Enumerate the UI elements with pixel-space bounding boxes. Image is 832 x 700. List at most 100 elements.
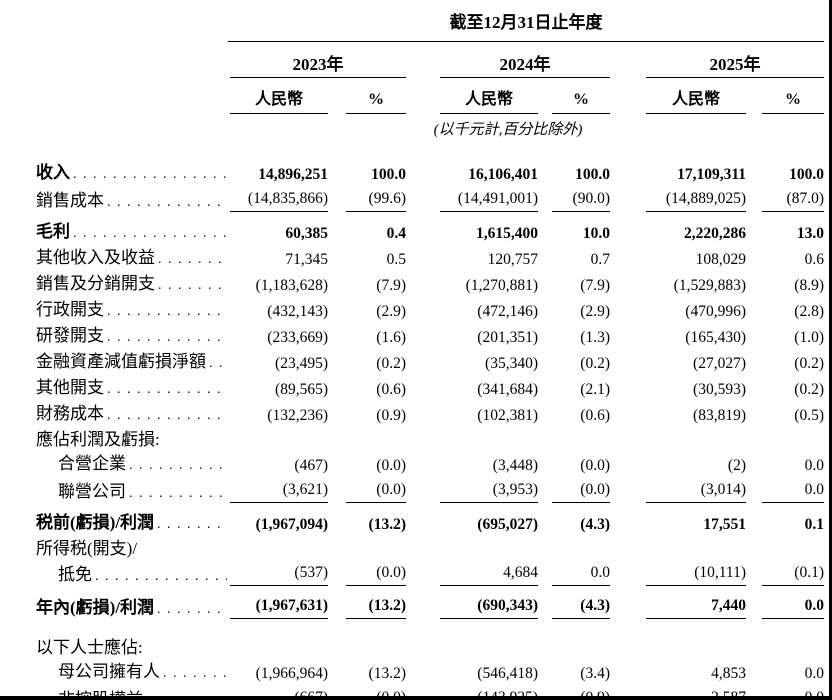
table-row: 以下人士應佔: bbox=[36, 626, 824, 659]
row-label-cell: 財務成本 bbox=[36, 401, 228, 427]
percent-2024-header: % bbox=[552, 89, 610, 114]
value-cell-2024-pct: (2.1) bbox=[580, 381, 610, 398]
value-cell-2025-pct: (8.9) bbox=[794, 277, 824, 294]
table-row: 税前(虧損)/利潤 (1,967,094) (13.2) (695,027) (… bbox=[36, 510, 824, 536]
dot-leader bbox=[157, 598, 227, 619]
dot-leader bbox=[146, 690, 227, 696]
value-cell-2025-rmb: (1,529,883) bbox=[673, 277, 746, 294]
value-cell-2024-rmb bbox=[406, 427, 538, 451]
header-spacer bbox=[36, 6, 228, 42]
value-cell-2025-rmb: 2,220,286 bbox=[684, 225, 746, 242]
value-cell-2025-pct: 100.0 bbox=[789, 166, 824, 183]
value-cell-2024-pct: (2.9) bbox=[580, 303, 610, 320]
table-row: 金融資產減值虧損淨額 (23,495) (0.2) (35,340) (0.2)… bbox=[36, 349, 824, 375]
header-spacer bbox=[610, 116, 824, 141]
value-cell-2023-pct: (0.0) bbox=[328, 477, 406, 510]
dot-leader bbox=[107, 326, 227, 347]
value-cell-2025-pct: (0.1) bbox=[746, 560, 824, 593]
value-cell-2023-rmb bbox=[228, 427, 328, 451]
row-label-cell: 銷售及分銷開支 bbox=[36, 271, 228, 297]
header-spacer bbox=[36, 80, 228, 116]
value-cell-2024-rmb: 1,615,400 bbox=[476, 225, 538, 242]
value-cell-2024-pct: (3.4) bbox=[580, 665, 610, 682]
table-row: 年內(虧損)/利潤 (1,967,631) (13.2) (690,343) (… bbox=[36, 593, 824, 626]
value-cell-2025-rmb: (2) bbox=[727, 457, 746, 474]
percent-2025-cell: % bbox=[746, 80, 824, 116]
row-label-cell: 毛利 bbox=[36, 219, 228, 245]
value-cell-2023-rmb: (14,835,866) bbox=[228, 186, 328, 219]
table-row: 母公司擁有人 (1,966,964) (13.2) (546,418) (3.4… bbox=[36, 659, 824, 685]
header-spacer bbox=[36, 42, 228, 81]
row-label: 聯營公司 bbox=[58, 482, 126, 501]
value-cell-2025-pct: 0.0 bbox=[804, 665, 824, 682]
value-cell-2024-rmb: (14,491,001) bbox=[406, 186, 538, 219]
value-cell-2024-rmb: (102,381) bbox=[477, 407, 538, 424]
dot-leader bbox=[157, 513, 227, 534]
value-cell-2023-rmb: (3,621) bbox=[228, 477, 328, 510]
value-cell-2025-rmb: (470,996) bbox=[685, 303, 746, 320]
dot-leader bbox=[209, 352, 227, 373]
year-header-row: 2023年 2024年 2025年 bbox=[36, 42, 824, 81]
value-cell-2023-rmb: 60,385 bbox=[285, 225, 328, 242]
value-cell-2024-pct bbox=[538, 626, 610, 659]
dot-leader bbox=[158, 248, 227, 269]
row-label: 其他開支 bbox=[36, 378, 104, 397]
value-cell-2024-pct: (4.3) bbox=[580, 516, 610, 533]
table-row: 銷售成本 (14,835,866) (99.6) (14,491,001) (9… bbox=[36, 186, 824, 219]
value-cell-2023-rmb: (1,183,628) bbox=[255, 277, 328, 294]
row-label-cell: 合營企業 bbox=[36, 451, 228, 477]
row-label-cell: 聯營公司 bbox=[36, 477, 228, 510]
value-cell-2024-rmb bbox=[406, 626, 538, 659]
value-cell-2024-rmb: (3,953) bbox=[406, 477, 538, 510]
value-cell-2024-pct bbox=[538, 427, 610, 451]
value-cell-2023-pct: (99.6) bbox=[328, 186, 406, 219]
value-cell-2023-pct: 100.0 bbox=[371, 166, 406, 183]
value-cell-2024-pct: (0.0) bbox=[580, 457, 610, 474]
row-label: 母公司擁有人 bbox=[58, 662, 160, 681]
value-cell-2024-rmb: (546,418) bbox=[477, 665, 538, 682]
dot-leader bbox=[158, 274, 227, 295]
row-label: 以下人士應佔: bbox=[36, 638, 143, 657]
table-body: 收入 14,896,251 100.0 16,106,401 100.0 17,… bbox=[36, 141, 824, 696]
value-cell-2023-pct bbox=[328, 427, 406, 451]
value-cell-2023-pct bbox=[328, 626, 406, 659]
row-label-cell: 收入 bbox=[36, 141, 228, 186]
value-cell-2025-pct bbox=[746, 626, 824, 659]
value-cell-2023-rmb: 71,345 bbox=[285, 251, 328, 268]
income-statement-table: 截至12月31日止年度 2023年 2024年 2025年 人民幣 bbox=[36, 6, 824, 696]
row-label: 其他收入及收益 bbox=[36, 248, 155, 267]
value-cell-2024-rmb: (3,448) bbox=[492, 457, 538, 474]
value-cell-2023-rmb: (1,967,631) bbox=[228, 593, 328, 626]
value-cell-2025-rmb: 4,853 bbox=[711, 665, 746, 682]
dot-leader bbox=[107, 378, 227, 399]
value-cell-2024-rmb: (1,270,881) bbox=[465, 277, 538, 294]
table-row: 行政開支 (432,143) (2.9) (472,146) (2.9) (47… bbox=[36, 297, 824, 323]
value-cell-2024-rmb: 4,684 bbox=[406, 560, 538, 593]
row-label: 應佔利潤及虧損: bbox=[36, 430, 160, 449]
table-row: 非控股權益 (667) (0.0) (143,925) (0.9) 2,587 … bbox=[36, 685, 824, 696]
row-label-cell: 抵免 bbox=[36, 560, 228, 593]
row-label-cell: 以下人士應佔: bbox=[36, 626, 228, 659]
period-header-row: 截至12月31日止年度 bbox=[36, 6, 824, 42]
value-cell-2024-pct: 0.0 bbox=[538, 560, 610, 593]
table-row: 研發開支 (233,669) (1.6) (201,351) (1.3) (16… bbox=[36, 323, 824, 349]
currency-2025-cell: 人民幣 bbox=[610, 80, 746, 116]
year-2023-cell: 2023年 bbox=[228, 42, 406, 81]
value-cell-2023-rmb: (537) bbox=[228, 560, 328, 593]
value-cell-2024-pct: (0.2) bbox=[580, 355, 610, 372]
value-cell-2023-rmb: (667) bbox=[228, 685, 328, 696]
units-note: (以千元計,百分比除外) bbox=[433, 122, 583, 138]
row-label: 財務成本 bbox=[36, 404, 104, 423]
value-cell-2025-rmb: 17,551 bbox=[703, 516, 746, 533]
value-cell-2025-rmb: (30,593) bbox=[693, 381, 746, 398]
value-cell-2025-pct: (0.2) bbox=[794, 381, 824, 398]
table-row: 銷售及分銷開支 (1,183,628) (7.9) (1,270,881) (7… bbox=[36, 271, 824, 297]
value-cell-2023-rmb: 14,896,251 bbox=[258, 166, 328, 183]
value-cell-2023-pct: (13.2) bbox=[368, 665, 406, 682]
table-row: 應佔利潤及虧損: bbox=[36, 427, 824, 451]
value-cell-2024-pct: (0.6) bbox=[580, 407, 610, 424]
value-cell-2024-pct: (7.9) bbox=[580, 277, 610, 294]
value-cell-2023-pct: (2.9) bbox=[376, 303, 406, 320]
row-label-cell: 其他收入及收益 bbox=[36, 245, 228, 271]
row-label: 毛利 bbox=[36, 222, 70, 241]
